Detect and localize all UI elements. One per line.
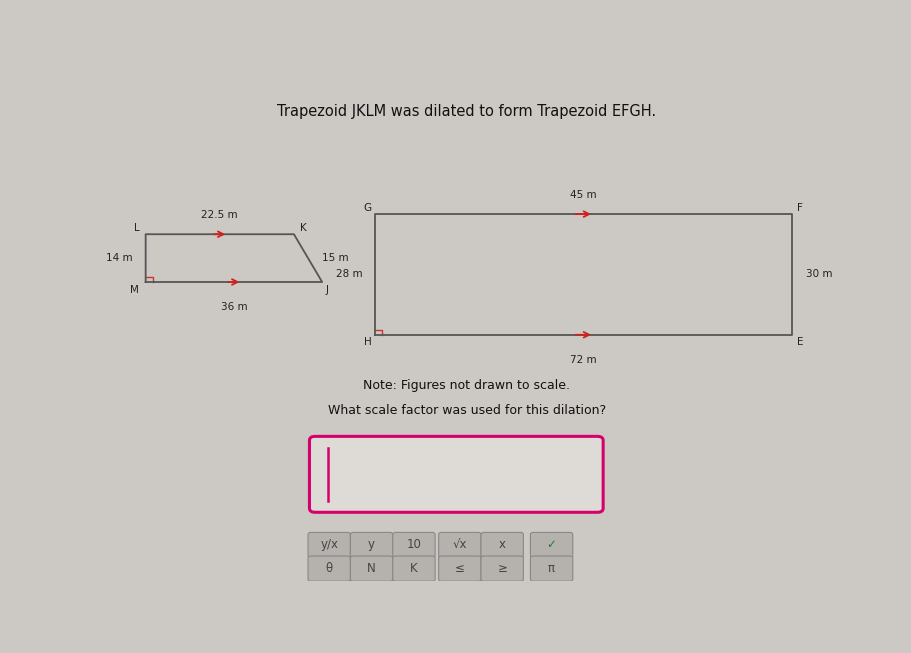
FancyBboxPatch shape	[393, 532, 435, 558]
FancyBboxPatch shape	[530, 556, 573, 581]
Text: π: π	[548, 562, 555, 575]
Text: 15 m: 15 m	[322, 253, 349, 263]
Text: H: H	[363, 338, 372, 347]
Text: 72 m: 72 m	[570, 355, 597, 365]
FancyBboxPatch shape	[530, 532, 573, 558]
Text: θ: θ	[325, 562, 333, 575]
FancyBboxPatch shape	[351, 556, 393, 581]
Text: F: F	[797, 202, 804, 213]
Text: G: G	[363, 202, 372, 213]
Text: y: y	[368, 539, 375, 552]
FancyBboxPatch shape	[308, 556, 351, 581]
FancyBboxPatch shape	[308, 532, 351, 558]
FancyBboxPatch shape	[481, 556, 523, 581]
Text: E: E	[797, 338, 804, 347]
Text: 30 m: 30 m	[806, 270, 833, 279]
Text: Note: Figures not drawn to scale.: Note: Figures not drawn to scale.	[363, 379, 570, 392]
Text: ✓: ✓	[547, 539, 557, 552]
FancyBboxPatch shape	[439, 556, 481, 581]
Text: ≤: ≤	[455, 562, 465, 575]
Text: 36 m: 36 m	[220, 302, 247, 312]
Text: 28 m: 28 m	[336, 270, 363, 279]
Text: Trapezoid JKLM was dilated to form Trapezoid EFGH.: Trapezoid JKLM was dilated to form Trape…	[277, 104, 657, 119]
Text: y/x: y/x	[320, 539, 338, 552]
FancyBboxPatch shape	[310, 436, 603, 513]
Text: N: N	[367, 562, 376, 575]
Text: x: x	[498, 539, 506, 552]
Text: J: J	[326, 285, 329, 295]
FancyBboxPatch shape	[481, 532, 523, 558]
FancyBboxPatch shape	[351, 532, 393, 558]
Text: 14 m: 14 m	[107, 253, 133, 263]
Text: M: M	[129, 285, 138, 295]
FancyBboxPatch shape	[439, 532, 481, 558]
Text: √x: √x	[453, 539, 467, 552]
Text: What scale factor was used for this dilation?: What scale factor was used for this dila…	[328, 404, 606, 417]
Text: 10: 10	[406, 539, 422, 552]
Text: K: K	[300, 223, 306, 232]
Text: K: K	[410, 562, 418, 575]
Text: ≥: ≥	[497, 562, 507, 575]
FancyBboxPatch shape	[393, 556, 435, 581]
Text: 22.5 m: 22.5 m	[201, 210, 238, 220]
Text: 45 m: 45 m	[570, 190, 597, 200]
Text: L: L	[134, 223, 140, 232]
